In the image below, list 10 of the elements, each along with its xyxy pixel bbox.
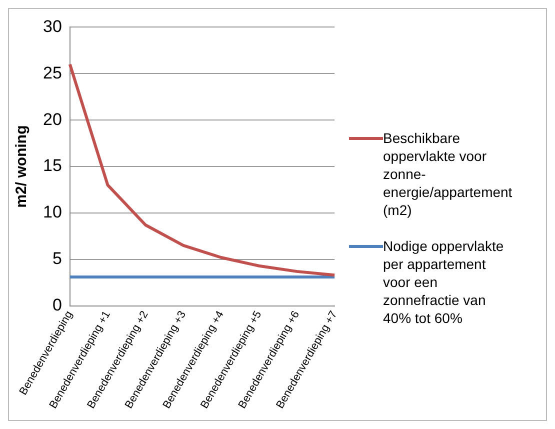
y-tick-label: 20 bbox=[42, 110, 62, 129]
y-tick-label: 10 bbox=[42, 202, 62, 222]
y-axis-title: m2/ woning bbox=[13, 125, 30, 208]
y-tick-label: 30 bbox=[42, 16, 62, 36]
y-tick-label: 25 bbox=[42, 63, 62, 82]
legend-label: Nodige oppervlakte per appartement voor een zonnefractie van 40% tot 60% bbox=[383, 237, 505, 327]
y-tick-label: 0 bbox=[52, 295, 62, 314]
y-tick-label: 15 bbox=[42, 156, 62, 176]
y-tick-label: 5 bbox=[52, 249, 62, 268]
legend-label: Beschikbare oppervlakte voor zonne-energie/appartement (m2) bbox=[383, 129, 513, 219]
